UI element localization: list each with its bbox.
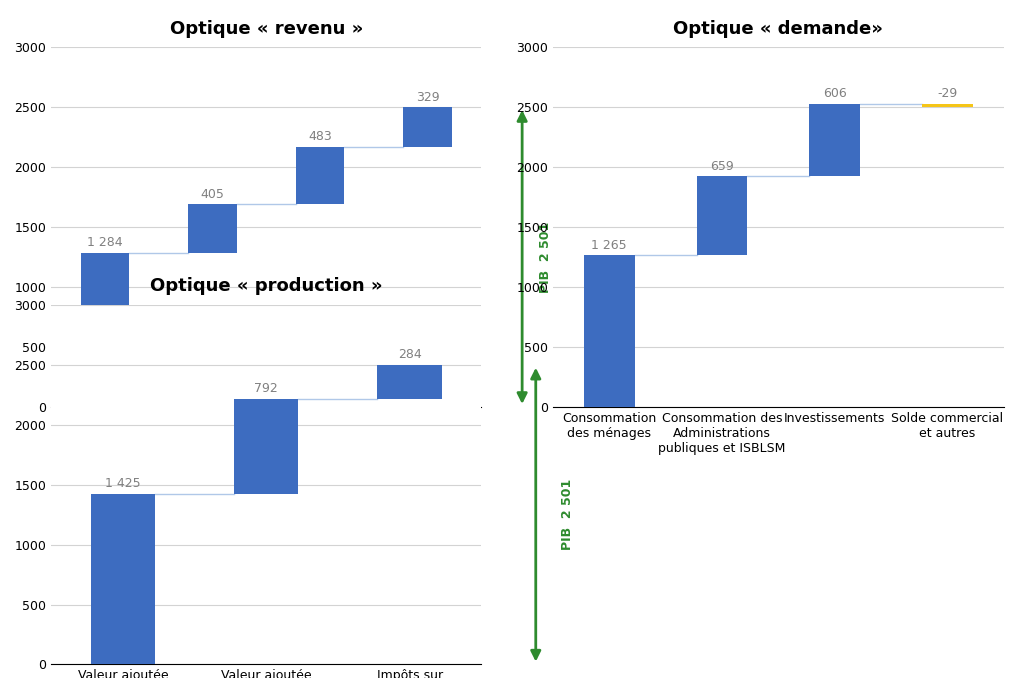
Title: Optique « production »: Optique « production » <box>150 277 383 295</box>
Bar <box>188 205 237 253</box>
Bar <box>377 365 441 399</box>
Bar <box>922 104 973 107</box>
Bar <box>809 104 860 176</box>
Text: 1 265: 1 265 <box>592 239 627 252</box>
Bar <box>296 146 344 205</box>
Text: 792: 792 <box>254 382 279 395</box>
Bar <box>403 107 452 146</box>
Text: 405: 405 <box>201 188 224 201</box>
Title: Optique « revenu »: Optique « revenu » <box>170 20 362 37</box>
Text: 1 284: 1 284 <box>87 237 123 250</box>
Text: -29: -29 <box>937 87 957 100</box>
Text: 483: 483 <box>308 130 332 143</box>
Bar <box>90 494 156 664</box>
Text: 606: 606 <box>822 87 847 100</box>
Bar <box>233 399 299 494</box>
Text: 1 425: 1 425 <box>105 477 140 490</box>
Text: 329: 329 <box>416 91 439 104</box>
Title: Optique « demande»: Optique « demande» <box>673 20 884 37</box>
Bar <box>696 176 748 256</box>
Bar <box>584 256 635 407</box>
Text: PIB  2 501: PIB 2 501 <box>540 222 552 293</box>
Text: 284: 284 <box>397 348 422 361</box>
Bar <box>81 253 129 407</box>
Text: 659: 659 <box>710 160 734 173</box>
Text: PIB  2 501: PIB 2 501 <box>561 479 573 551</box>
